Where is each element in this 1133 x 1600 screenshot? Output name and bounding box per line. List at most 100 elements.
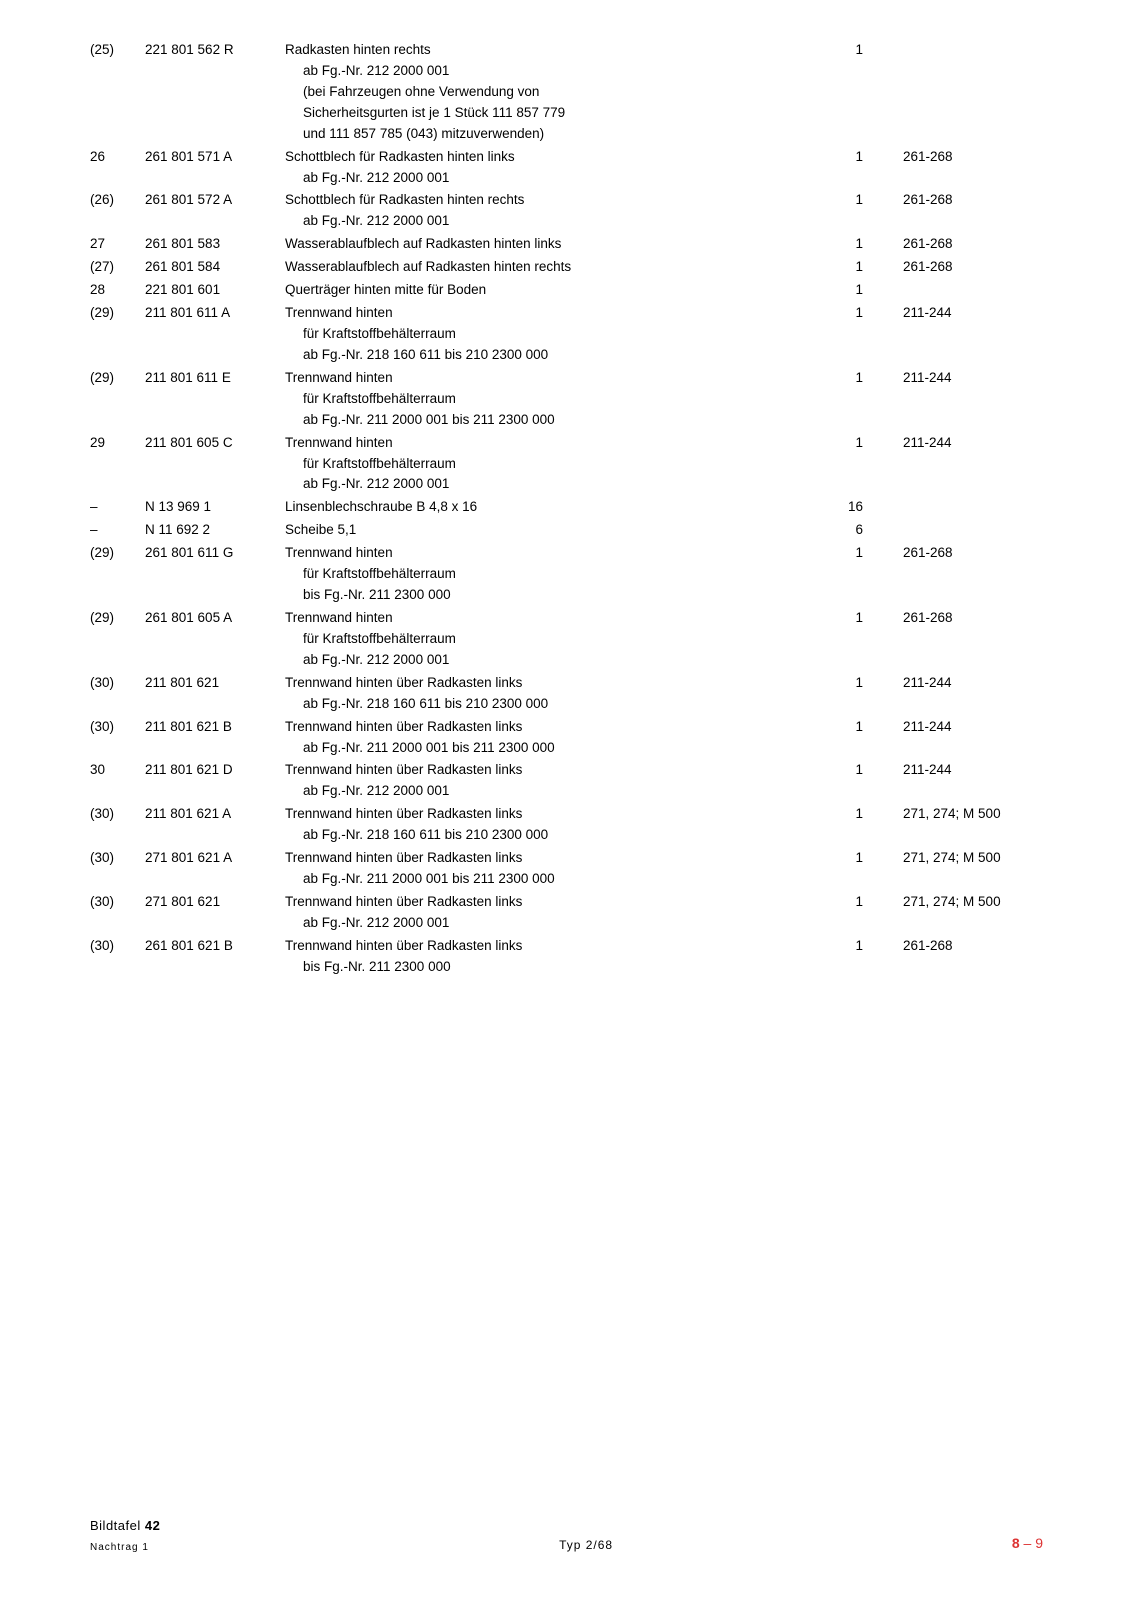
part-number: 261 801 571 A [145, 147, 285, 168]
description-sub: ab Fg.-Nr. 212 2000 001 [285, 913, 818, 934]
description-sub: (bei Fahrzeugen ohne Verwendung von [285, 82, 818, 103]
description-sub: für Kraftstoffbehälterraum [285, 629, 818, 650]
description: Trennwand hinten für Kraftstoffbehälterra… [285, 543, 833, 606]
reference: 271, 274; M 500 [873, 804, 1043, 825]
reference: 261-268 [873, 608, 1043, 629]
row-index: (30) [90, 892, 145, 913]
part-number: 261 801 572 A [145, 190, 285, 211]
page-number-rest: – 9 [1020, 1535, 1043, 1551]
part-number: 261 801 611 G [145, 543, 285, 564]
table-row: (29)211 801 611 ATrennwand hintenfür Kra… [90, 303, 1043, 366]
description: Trennwand hinten für Kraftstoffbehälterra… [285, 433, 833, 496]
description-main: Radkasten hinten rechts [285, 42, 431, 57]
supplement-label: Nachtrag 1 [90, 1540, 160, 1556]
description-main: Trennwand hinten über Radkasten links [285, 938, 522, 953]
table-row: (27)261 801 584Wasserablaufblech auf Rad… [90, 257, 1043, 278]
description: Trennwand hinten über Radkasten linksab … [285, 760, 833, 802]
description-sub: ab Fg.-Nr. 212 2000 001 [285, 61, 818, 82]
description-sub: für Kraftstoffbehälterraum [285, 454, 818, 475]
description-sub: ab Fg.-Nr. 218 160 611 bis 210 2300 000 [285, 694, 818, 715]
quantity: 1 [833, 804, 873, 825]
description-main: Wasserablaufblech auf Radkasten hinten l… [285, 236, 561, 251]
description-main: Trennwand hinten über Radkasten links [285, 850, 522, 865]
part-number: 211 801 621 [145, 673, 285, 694]
table-row: (30)211 801 621Trennwand hinten über Rad… [90, 673, 1043, 715]
description-sub: ab Fg.-Nr. 211 2000 001 bis 211 2300 000 [285, 410, 818, 431]
row-index: (30) [90, 936, 145, 957]
row-index: (30) [90, 848, 145, 869]
table-row: –N 11 692 2Scheibe 5,16 [90, 520, 1043, 541]
part-number: N 13 969 1 [145, 497, 285, 518]
table-row: (30)261 801 621 BTrennwand hinten über R… [90, 936, 1043, 978]
description: Querträger hinten mitte für Boden [285, 280, 833, 301]
quantity: 1 [833, 673, 873, 694]
row-index: (30) [90, 673, 145, 694]
table-row: (30)211 801 621 ATrennwand hinten über R… [90, 804, 1043, 846]
description: Wasserablaufblech auf Radkasten hinten r… [285, 257, 833, 278]
description: Schottblech für Radkasten hinten rechtsa… [285, 190, 833, 232]
quantity: 1 [833, 280, 873, 301]
description-main: Trennwand hinten über Radkasten links [285, 719, 522, 734]
table-row: 29211 801 605 CTrennwand hintenfür Kraft… [90, 433, 1043, 496]
part-number: N 11 692 2 [145, 520, 285, 541]
row-index: (30) [90, 804, 145, 825]
part-number: 211 801 611 A [145, 303, 285, 324]
description-sub: für Kraftstoffbehälterraum [285, 389, 818, 410]
description-main: Trennwand hinten [285, 435, 393, 450]
description: Trennwand hinten für Kraftstoffbehälterra… [285, 608, 833, 671]
table-row: –N 13 969 1Linsenblechschraube B 4,8 x 1… [90, 497, 1043, 518]
description-main: Trennwand hinten [285, 610, 393, 625]
reference: 261-268 [873, 147, 1043, 168]
part-number: 211 801 621 B [145, 717, 285, 738]
type-label: Typ 2/68 [559, 1536, 613, 1555]
footer-left: Bildtafel 42 Nachtrag 1 [90, 1516, 160, 1555]
row-index: (29) [90, 368, 145, 389]
description-sub: ab Fg.-Nr. 218 160 611 bis 210 2300 000 [285, 825, 818, 846]
description-main: Trennwand hinten über Radkasten links [285, 675, 522, 690]
row-index: (29) [90, 543, 145, 564]
description-main: Trennwand hinten [285, 305, 393, 320]
reference: 211-244 [873, 717, 1043, 738]
description-sub: ab Fg.-Nr. 218 160 611 bis 210 2300 000 [285, 345, 818, 366]
page-number-bold: 8 [1012, 1535, 1020, 1551]
quantity: 1 [833, 303, 873, 324]
part-number: 261 801 621 B [145, 936, 285, 957]
quantity: 16 [833, 497, 873, 518]
plate-label: Bildtafel 42 [90, 1516, 160, 1536]
table-row: 27261 801 583Wasserablaufblech auf Radka… [90, 234, 1043, 255]
description-sub: für Kraftstoffbehälterraum [285, 564, 818, 585]
reference: 211-244 [873, 433, 1043, 454]
page-number: 8 – 9 [1012, 1533, 1043, 1555]
part-number: 271 801 621 [145, 892, 285, 913]
reference: 261-268 [873, 234, 1043, 255]
quantity: 1 [833, 848, 873, 869]
description-main: Trennwand hinten [285, 545, 393, 560]
description: Trennwand hinten über Radkasten linksab … [285, 848, 833, 890]
table-row: (30)211 801 621 BTrennwand hinten über R… [90, 717, 1043, 759]
table-row: (29)211 801 611 ETrennwand hintenfür Kra… [90, 368, 1043, 431]
description: Linsenblechschraube B 4,8 x 16 [285, 497, 833, 518]
part-number: 261 801 605 A [145, 608, 285, 629]
table-row: (29)261 801 611 GTrennwand hinten für Kra… [90, 543, 1043, 606]
table-row: (30)271 801 621 ATrennwand hinten über R… [90, 848, 1043, 890]
table-row: (26)261 801 572 ASchottblech für Radkast… [90, 190, 1043, 232]
description: Scheibe 5,1 [285, 520, 833, 541]
reference: 211-244 [873, 760, 1043, 781]
row-index: 28 [90, 280, 145, 301]
row-index: 29 [90, 433, 145, 454]
part-number: 261 801 583 [145, 234, 285, 255]
row-index: – [90, 520, 145, 541]
quantity: 1 [833, 433, 873, 454]
description: Radkasten hinten rechts ab Fg.-Nr. 212 20… [285, 40, 833, 145]
description-sub: Sicherheitsgurten ist je 1 Stück 111 857… [285, 103, 818, 124]
quantity: 1 [833, 760, 873, 781]
reference: 261-268 [873, 257, 1043, 278]
description: Wasserablaufblech auf Radkasten hinten l… [285, 234, 833, 255]
description: Trennwand hinten über Radkasten linksab … [285, 717, 833, 759]
table-row: 26261 801 571 ASchottblech für Radkasten… [90, 147, 1043, 189]
description: Schottblech für Radkasten hinten linksab… [285, 147, 833, 189]
quantity: 1 [833, 717, 873, 738]
row-index: (30) [90, 717, 145, 738]
description-main: Schottblech für Radkasten hinten rechts [285, 192, 524, 207]
quantity: 1 [833, 257, 873, 278]
